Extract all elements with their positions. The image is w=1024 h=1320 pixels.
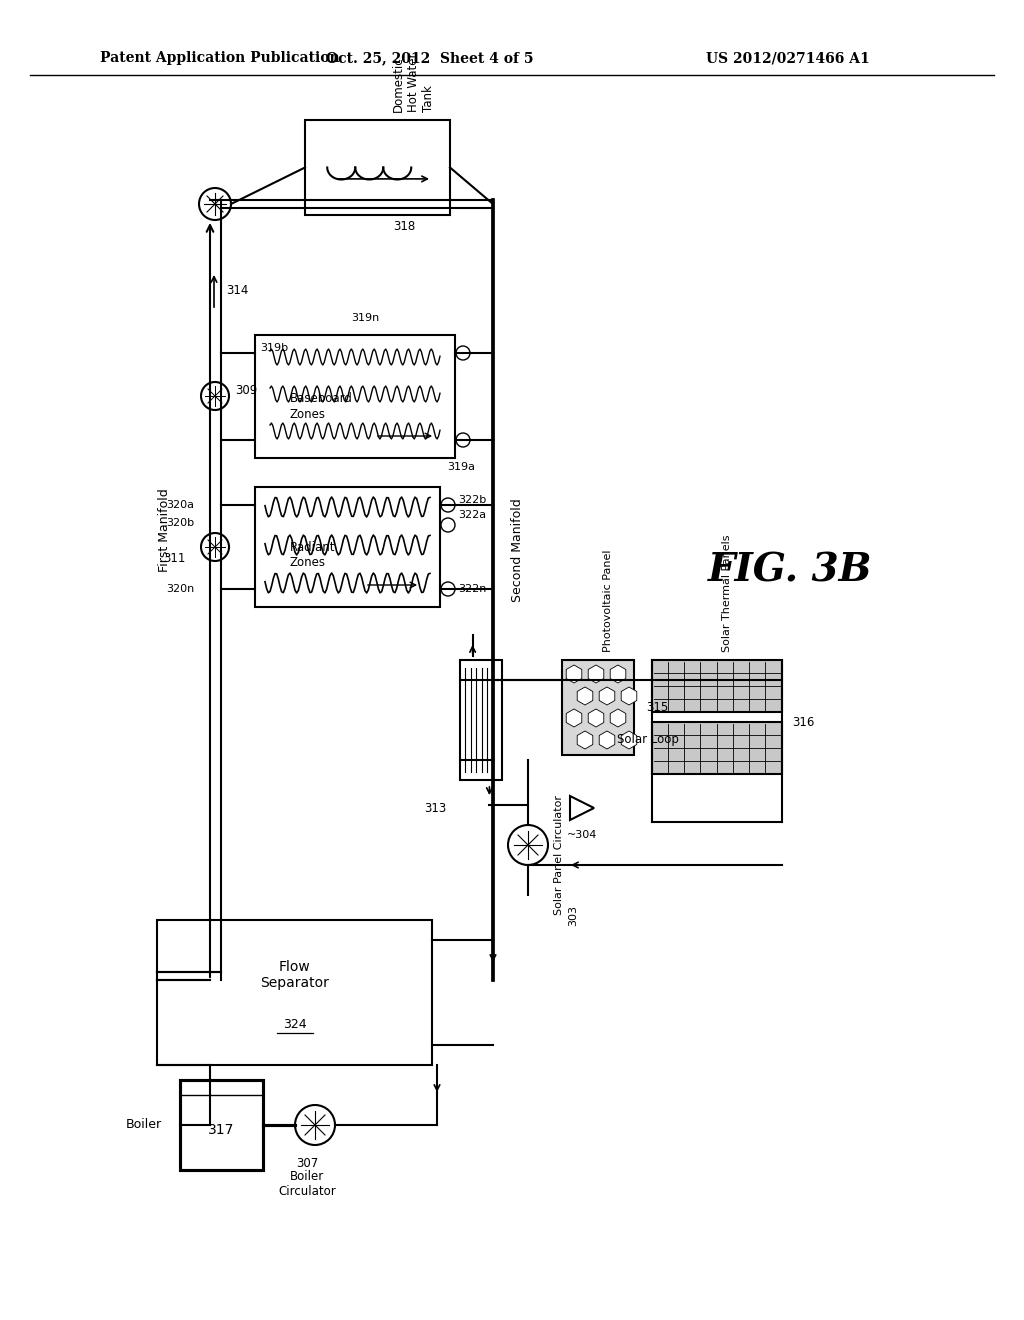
- Text: 317: 317: [208, 1122, 234, 1137]
- Text: First Manifold: First Manifold: [158, 488, 171, 572]
- Text: 318: 318: [393, 220, 415, 234]
- Circle shape: [456, 346, 470, 360]
- Bar: [652, 660, 782, 711]
- Text: 322n: 322n: [458, 583, 486, 594]
- Text: ~304: ~304: [567, 830, 597, 840]
- Text: 309: 309: [234, 384, 257, 397]
- Text: 324: 324: [283, 1018, 306, 1031]
- Circle shape: [295, 1105, 335, 1144]
- Text: 316: 316: [792, 715, 814, 729]
- Text: 314: 314: [226, 284, 249, 297]
- Circle shape: [441, 517, 455, 532]
- Circle shape: [441, 498, 455, 512]
- Text: Solar Thermal Panels: Solar Thermal Panels: [722, 535, 732, 652]
- Polygon shape: [570, 796, 594, 820]
- Text: 315: 315: [646, 701, 669, 714]
- Bar: [460, 660, 502, 780]
- Text: 313: 313: [424, 801, 446, 814]
- Text: 322a: 322a: [458, 510, 486, 520]
- Text: Second Manifold: Second Manifold: [511, 498, 524, 602]
- Circle shape: [508, 825, 548, 865]
- Text: Patent Application Publication: Patent Application Publication: [100, 51, 340, 65]
- Text: Domestic
Hot Water
Tank: Domestic Hot Water Tank: [392, 53, 435, 112]
- Circle shape: [199, 187, 231, 220]
- Text: Boiler
Circulator: Boiler Circulator: [279, 1170, 336, 1199]
- Bar: [157, 920, 432, 1065]
- Bar: [562, 660, 634, 755]
- Circle shape: [201, 533, 229, 561]
- Bar: [255, 487, 440, 607]
- Bar: [305, 120, 450, 215]
- Text: 320b: 320b: [166, 517, 195, 528]
- Circle shape: [441, 582, 455, 597]
- Text: Photovoltaic Panel: Photovoltaic Panel: [603, 549, 613, 652]
- Bar: [180, 1080, 263, 1170]
- Text: 320a: 320a: [166, 500, 194, 510]
- Circle shape: [201, 381, 229, 411]
- Text: 307: 307: [296, 1158, 318, 1170]
- Text: Solar Loop: Solar Loop: [617, 734, 679, 747]
- Text: Flow
Separator: Flow Separator: [260, 960, 329, 990]
- Text: 320n: 320n: [166, 583, 195, 594]
- Text: 311: 311: [163, 552, 185, 565]
- Bar: [255, 335, 455, 458]
- Circle shape: [456, 433, 470, 447]
- Text: 319a: 319a: [447, 462, 475, 473]
- Text: 319b: 319b: [260, 343, 288, 352]
- Text: Radiant
Zones: Radiant Zones: [290, 541, 336, 569]
- Text: 303: 303: [568, 906, 578, 927]
- Text: Baseboard
Zones: Baseboard Zones: [290, 392, 353, 421]
- Text: US 2012/0271466 A1: US 2012/0271466 A1: [707, 51, 870, 65]
- Text: Oct. 25, 2012  Sheet 4 of 5: Oct. 25, 2012 Sheet 4 of 5: [327, 51, 534, 65]
- Text: Solar Panel Circulator: Solar Panel Circulator: [554, 795, 564, 915]
- Text: FIG. 3B: FIG. 3B: [708, 550, 872, 589]
- Text: 319n: 319n: [351, 313, 379, 323]
- Text: Boiler: Boiler: [126, 1118, 162, 1131]
- Text: 322b: 322b: [458, 495, 486, 506]
- Bar: [652, 722, 782, 774]
